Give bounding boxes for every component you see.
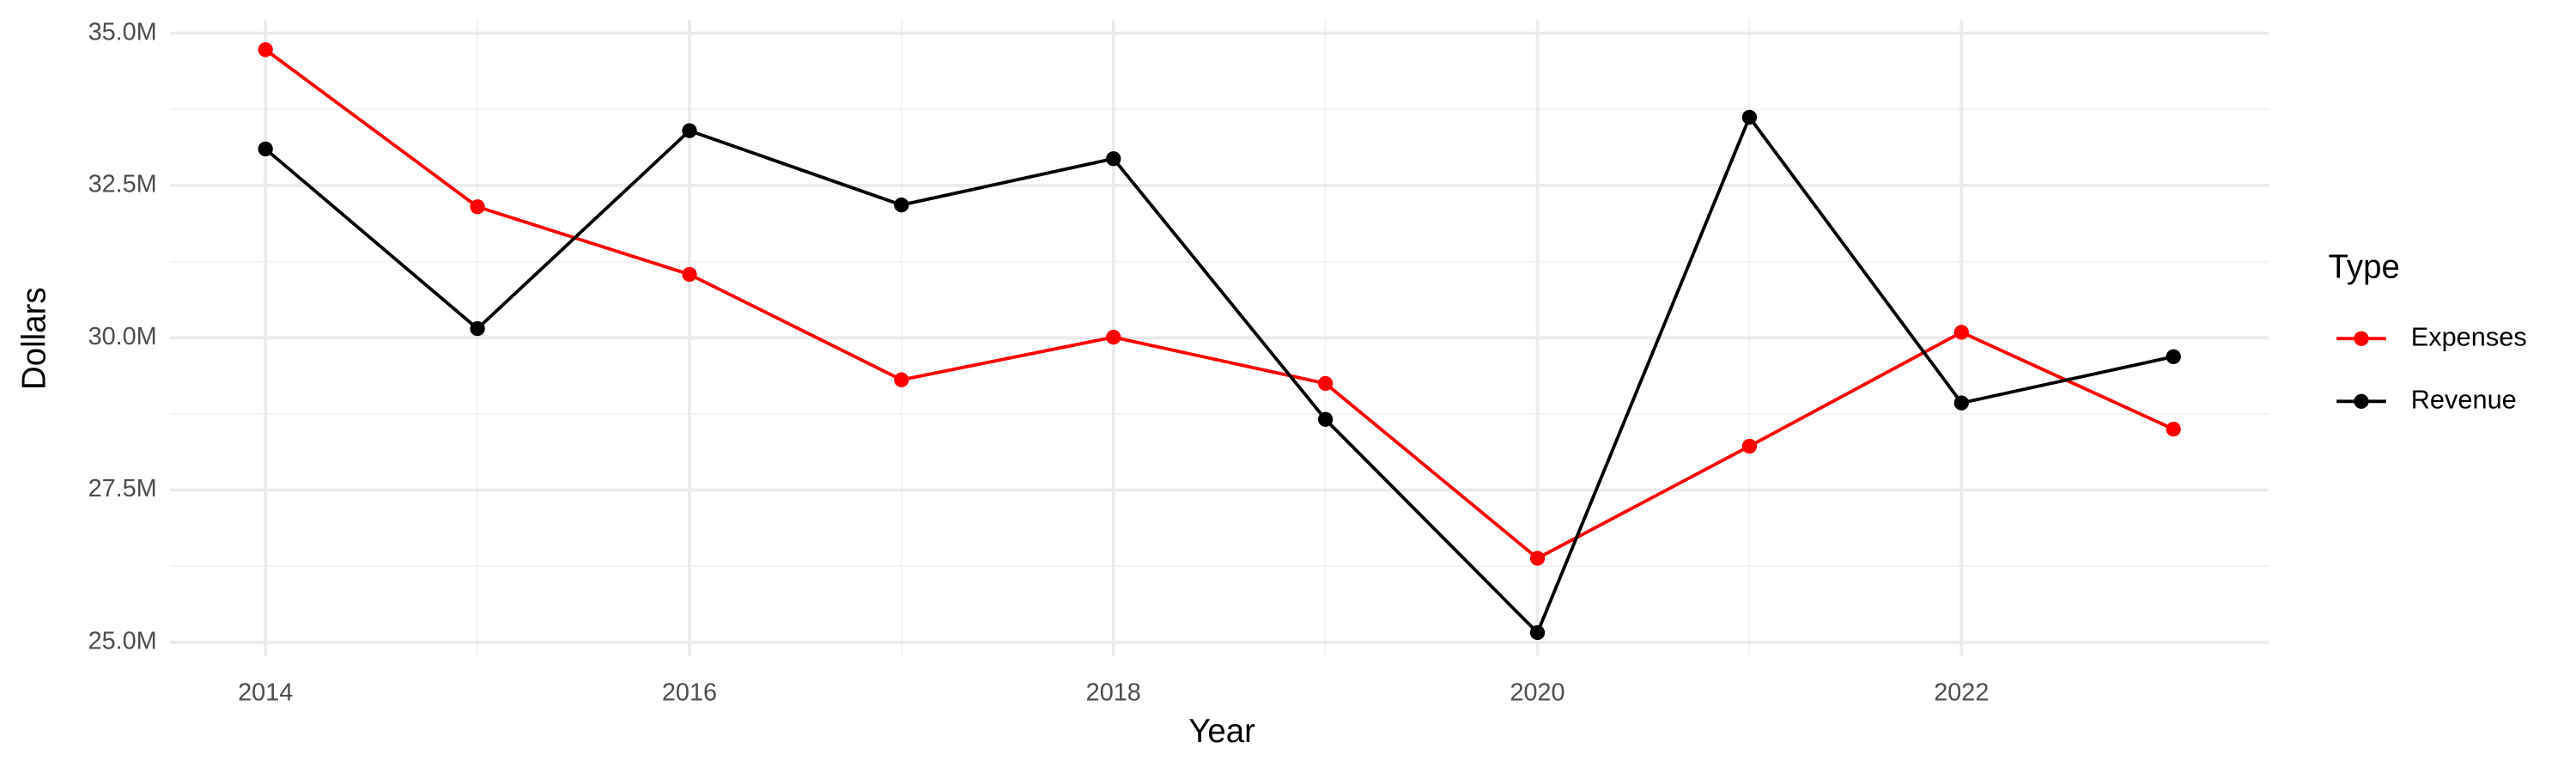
data-point bbox=[1741, 438, 1758, 454]
y-tick-label: 32.5M bbox=[88, 171, 157, 198]
x-tick-label: 2018 bbox=[1086, 679, 1141, 706]
data-point bbox=[1317, 411, 1334, 427]
data-point bbox=[258, 42, 273, 58]
data-point bbox=[1106, 329, 1121, 345]
legend-swatch-point bbox=[2354, 393, 2369, 409]
legend-label: Revenue bbox=[2411, 384, 2517, 414]
y-tick-label: 25.0M bbox=[88, 627, 157, 654]
y-tick-label: 30.0M bbox=[88, 323, 157, 350]
data-point bbox=[894, 372, 909, 387]
data-point bbox=[1741, 109, 1758, 125]
y-axis-title: Dollars bbox=[15, 287, 52, 390]
data-point bbox=[2166, 421, 2181, 437]
x-axis-title: Year bbox=[1188, 713, 1255, 750]
data-point bbox=[1529, 624, 1546, 641]
data-point bbox=[1953, 395, 1969, 411]
y-tick-label: 35.0M bbox=[88, 18, 157, 46]
data-point bbox=[2166, 349, 2181, 364]
data-point bbox=[894, 198, 909, 213]
data-point bbox=[470, 199, 485, 215]
data-point bbox=[682, 266, 697, 283]
legend-swatch-point bbox=[2354, 331, 2369, 346]
data-point bbox=[1317, 375, 1334, 392]
data-point bbox=[1106, 151, 1121, 167]
x-tick-label: 2016 bbox=[662, 679, 717, 706]
data-point bbox=[1529, 551, 1546, 566]
series-line bbox=[264, 113, 2174, 636]
legend-label: Expenses bbox=[2411, 321, 2527, 351]
x-tick-label: 2020 bbox=[1510, 679, 1564, 706]
series-line bbox=[264, 48, 2175, 561]
x-tick-label: 2022 bbox=[1934, 679, 1989, 706]
data-point bbox=[682, 123, 697, 138]
y-tick-label: 27.5M bbox=[88, 475, 157, 502]
data-point bbox=[258, 141, 273, 157]
data-point bbox=[1953, 325, 1969, 340]
legend-title: Type bbox=[2329, 249, 2400, 286]
data-point bbox=[470, 320, 485, 337]
x-tick-label: 2014 bbox=[238, 679, 293, 706]
